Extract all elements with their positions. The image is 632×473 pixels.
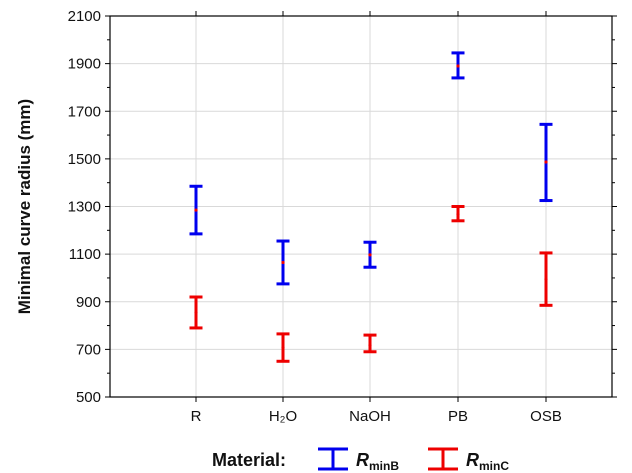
y-tick-label: 1300 [68, 199, 101, 216]
legend-item: RminC [428, 447, 509, 473]
x-axis: R H₂O NaOH PB OSB [191, 11, 562, 425]
x-tick-label: R [191, 408, 202, 425]
legend-item: RminB [318, 447, 399, 473]
grid-lines [110, 16, 612, 397]
y-tick-label: 1500 [68, 151, 101, 168]
legend: Material: RminB RminC [212, 447, 509, 473]
x-tick-label: H₂O [269, 408, 297, 425]
series-R_minC [189, 205, 553, 363]
mean-marker [456, 64, 460, 68]
legend-label: RminB [356, 450, 399, 473]
mean-marker [544, 160, 548, 164]
series-R_minB [189, 51, 553, 286]
y-tick-label: 900 [76, 294, 101, 311]
x-tick-label: OSB [530, 408, 562, 425]
y-tick-label: 500 [76, 389, 101, 406]
x-tick-label: PB [448, 408, 468, 425]
mean-marker [194, 208, 198, 212]
mean-marker [456, 212, 460, 216]
mean-marker [194, 310, 198, 315]
mean-marker [368, 343, 372, 347]
legend-title: Material: [212, 450, 286, 470]
y-tick-label: 2100 [68, 8, 101, 25]
x-tick-label: NaOH [349, 408, 391, 425]
y-axis: 500 700 900 1100 1300 1500 1700 1900 2100 [68, 8, 617, 406]
mean-marker [368, 253, 372, 257]
mean-marker [281, 345, 285, 350]
error-bars [189, 51, 553, 363]
y-tick-label: 1900 [68, 56, 101, 73]
mean-marker [544, 277, 548, 281]
y-tick-label: 1700 [68, 103, 101, 120]
y-tick-label: 1100 [69, 246, 101, 263]
y-tick-label: 700 [76, 341, 101, 358]
legend-label: RminC [466, 450, 509, 473]
mean-marker [281, 260, 285, 265]
y-axis-title: Minimal curve radius (mm) [15, 99, 34, 314]
